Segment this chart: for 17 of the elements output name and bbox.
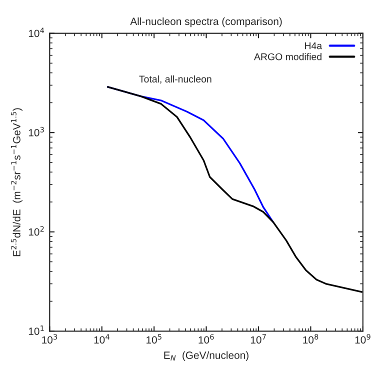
- x-tick-label: 10$^{8}$: [303, 334, 318, 344]
- x-tick-label: 10$^{6}$: [198, 334, 214, 344]
- x-tick-label: 10$^{9}$: [355, 334, 370, 344]
- y-tick-label: 10$^{3}$: [28, 126, 44, 136]
- x-tick-label: 10$^{3}$: [42, 334, 58, 344]
- text: E$^{2.5}$dN/dE (m$^{−2}$sr$^{−1}$s$^{−1}$GeV$^{1.5}$): [10, 108, 22, 256]
- x-tick-label: 10$^{4}$: [94, 334, 110, 344]
- legend-label: ARGO modified: [254, 53, 322, 60]
- chart-title: All-nucleon spectra (comparison): [130, 17, 282, 28]
- y-tick-label: 10$^{4}$: [28, 28, 44, 38]
- x-tick-label: 10$^{7}$: [250, 334, 266, 344]
- x-tick-label: 10$^{5}$: [146, 334, 162, 344]
- annotation: Total, all-nucleon: [139, 75, 212, 84]
- legend-label: H4a: [305, 42, 322, 50]
- y-tick-label: 10$^{1}$: [28, 326, 44, 335]
- x-axis-title: E$_{N}$ (GeV/nucleon): [164, 351, 248, 361]
- y-tick-label: 10$^{2}$: [28, 226, 44, 236]
